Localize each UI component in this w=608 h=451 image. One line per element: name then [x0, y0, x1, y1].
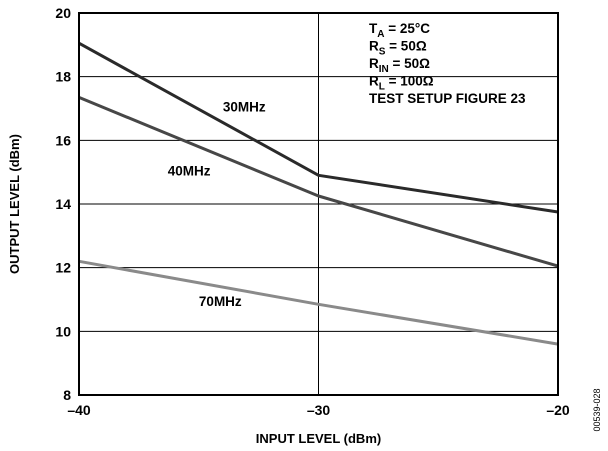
condition-line: RIN = 50Ω — [369, 56, 430, 75]
y-tick-label: 18 — [55, 69, 71, 85]
series-label-40mhz: 40MHz — [168, 163, 211, 178]
condition-line: RL = 100Ω — [369, 74, 434, 93]
x-tick-label: –40 — [67, 402, 91, 418]
x-axis-label: INPUT LEVEL (dBm) — [256, 431, 381, 446]
y-tick-label: 8 — [63, 387, 71, 403]
series-line-70mhz — [78, 259, 559, 346]
y-tick-label: 16 — [55, 132, 71, 148]
plot-frame — [78, 12, 559, 396]
series-lines — [78, 41, 559, 346]
series-line-40mhz — [78, 96, 559, 268]
y-tick-labels: 8 10 12 14 16 18 20 — [55, 5, 71, 403]
condition-line: TA = 25°C — [369, 21, 430, 40]
x-tick-label: –20 — [546, 402, 570, 418]
figure-id: 00539-028 — [592, 388, 602, 431]
series-labels: 30MHz 40MHz 70MHz — [168, 100, 266, 309]
y-tick-label: 20 — [55, 5, 71, 21]
series-label-70mhz: 70MHz — [199, 294, 242, 309]
series-line-30mhz — [78, 41, 559, 214]
y-tick-label: 10 — [55, 323, 71, 339]
x-tick-label: –30 — [307, 402, 331, 418]
condition-line: TEST SETUP FIGURE 23 — [369, 91, 526, 106]
series-label-30mhz: 30MHz — [223, 100, 266, 115]
y-axis-label: OUTPUT LEVEL (dBm) — [7, 134, 22, 274]
y-tick-label: 14 — [55, 196, 71, 212]
condition-line: RS = 50Ω — [369, 39, 427, 58]
grid-lines — [79, 13, 558, 395]
y-tick-label: 12 — [55, 260, 71, 276]
x-tick-labels: –40 –30 –20 — [67, 402, 570, 418]
